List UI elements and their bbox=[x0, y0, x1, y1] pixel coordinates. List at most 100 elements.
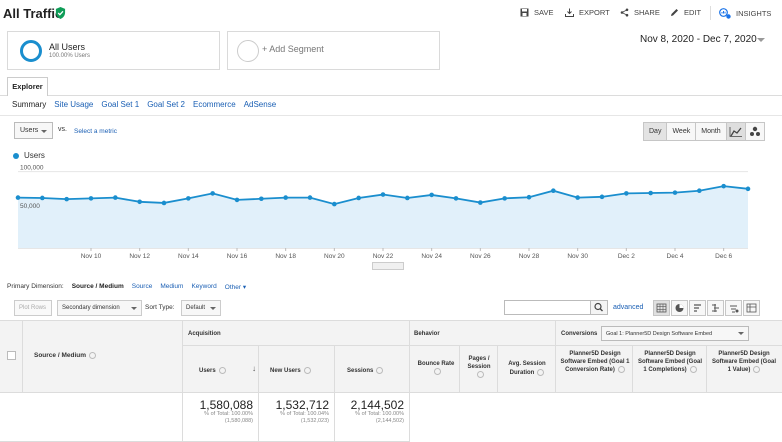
help-icon[interactable] bbox=[753, 366, 761, 373]
segment-all-users[interactable]: All Users 100.00% Users bbox=[7, 31, 220, 70]
term-cloud-view-button[interactable] bbox=[725, 300, 742, 316]
column-header-goal-completions[interactable]: Planner5D Design Software Embed (Goal 1 … bbox=[633, 346, 707, 393]
new-users-header-label: New Users bbox=[270, 367, 311, 374]
data-view-button[interactable] bbox=[653, 300, 670, 316]
dimension-other[interactable]: Other ▾ bbox=[224, 284, 247, 291]
table-search-input[interactable] bbox=[504, 300, 591, 315]
users-data-point bbox=[697, 188, 702, 194]
subtab-site-usage[interactable]: Site Usage bbox=[54, 100, 94, 109]
column-header-new-users[interactable]: New Users bbox=[259, 346, 335, 393]
users-data-point bbox=[259, 196, 264, 202]
chart-range-handle[interactable] bbox=[372, 262, 404, 270]
users-data-point bbox=[429, 192, 434, 198]
metric-select[interactable]: Users bbox=[14, 122, 53, 139]
share-button[interactable]: SHARE bbox=[620, 8, 660, 17]
subtab-summary[interactable]: Summary bbox=[12, 100, 47, 109]
users-line-chart: 100,000 50,000 Nov 10 Nov 12 Nov 14 Nov 16 Nov… bbox=[15, 165, 751, 260]
x-tick-label: Nov 28 bbox=[519, 253, 540, 260]
sessions-header-text: Sessions bbox=[347, 368, 374, 375]
period-day-button[interactable]: Day bbox=[643, 122, 668, 141]
help-icon[interactable] bbox=[537, 369, 545, 376]
vs-label: vs. bbox=[58, 126, 67, 133]
users-data-point bbox=[502, 196, 507, 201]
column-header-pages-session[interactable]: Pages / Session bbox=[460, 346, 498, 393]
dimension-medium[interactable]: Medium bbox=[160, 283, 184, 290]
insights-button[interactable]: INSIGHTS bbox=[719, 8, 771, 19]
help-icon[interactable] bbox=[218, 367, 226, 374]
help-icon[interactable] bbox=[376, 367, 384, 374]
help-icon[interactable] bbox=[617, 366, 625, 373]
checkbox-column-divider bbox=[22, 320, 23, 442]
secondary-dimension-select[interactable]: Secondary dimension bbox=[57, 300, 142, 316]
users-header-label: Users bbox=[199, 367, 226, 374]
save-button[interactable]: SAVE bbox=[520, 8, 553, 17]
primary-dimension-bar: Primary Dimension: Source / Medium Sourc… bbox=[7, 283, 246, 291]
percentage-view-button[interactable] bbox=[671, 300, 688, 316]
column-header-goal-value[interactable]: Planner5D Design Software Embed (Goal 1 … bbox=[707, 346, 782, 393]
export-button[interactable]: EXPORT bbox=[565, 8, 610, 17]
motion-chart-button[interactable] bbox=[745, 122, 765, 141]
chevron-down-icon bbox=[210, 307, 216, 310]
report-title: All Traffic bbox=[3, 6, 63, 21]
y-tick-label: 100,000 bbox=[20, 165, 44, 172]
sort-desc-icon[interactable]: ↓ bbox=[252, 364, 256, 373]
users-data-point bbox=[478, 200, 483, 205]
period-month-button[interactable]: Month bbox=[696, 122, 727, 141]
help-icon[interactable] bbox=[689, 366, 697, 373]
share-label: SHARE bbox=[634, 8, 660, 17]
advanced-filter-link[interactable]: advanced bbox=[613, 304, 644, 311]
column-header-avg-session-duration[interactable]: Avg. Session Duration bbox=[498, 346, 556, 393]
chevron-down-icon[interactable] bbox=[757, 38, 765, 42]
pivot-icon bbox=[746, 303, 757, 313]
dimension-source[interactable]: Source bbox=[131, 283, 153, 290]
users-data-point bbox=[137, 199, 142, 205]
help-icon[interactable] bbox=[89, 352, 97, 359]
search-button[interactable] bbox=[590, 300, 608, 315]
help-icon[interactable] bbox=[477, 371, 484, 378]
performance-view-button[interactable] bbox=[689, 300, 706, 316]
help-icon[interactable] bbox=[303, 367, 311, 374]
subtab-adsense[interactable]: AdSense bbox=[243, 100, 277, 109]
totals-users-cell: 1,580,088 % of Total: 100.00% (1,580,088) bbox=[183, 393, 259, 442]
column-header-users[interactable]: Users ↓ bbox=[183, 346, 259, 393]
sort-type-select[interactable]: Default bbox=[181, 300, 221, 316]
total-sessions-pct: % of Total: 100.00% bbox=[355, 411, 404, 417]
line-chart-button[interactable] bbox=[726, 122, 746, 141]
help-icon[interactable] bbox=[434, 368, 441, 375]
behavior-group-header: Behavior bbox=[410, 320, 556, 346]
users-data-point bbox=[113, 195, 118, 200]
column-header-bounce-rate[interactable]: Bounce Rate bbox=[410, 346, 460, 393]
subtab-goal-set-1[interactable]: Goal Set 1 bbox=[101, 100, 140, 109]
goal-select[interactable]: Goal 1: Planner5D Design Software Embed bbox=[601, 326, 749, 341]
pivot-view-button[interactable] bbox=[743, 300, 760, 316]
tab-explorer[interactable]: Explorer bbox=[7, 77, 48, 96]
subtab-goal-set-2[interactable]: Goal Set 2 bbox=[147, 100, 185, 109]
x-tick-label: Nov 14 bbox=[178, 253, 199, 260]
add-segment-button[interactable]: + Add Segment bbox=[227, 31, 440, 70]
select-all-checkbox[interactable] bbox=[7, 351, 16, 360]
metric-select-value: Users bbox=[20, 127, 39, 134]
users-data-point bbox=[210, 191, 215, 196]
comparison-view-button[interactable] bbox=[707, 300, 724, 316]
dimension-source-medium[interactable]: Source / Medium bbox=[71, 283, 124, 290]
date-range-picker[interactable]: Nov 8, 2020 - Dec 7, 2020 bbox=[640, 34, 757, 45]
users-data-point bbox=[405, 195, 410, 201]
plot-rows-button[interactable]: Plot Rows bbox=[14, 300, 52, 316]
bounce-rate-header-text: Bounce Rate bbox=[417, 361, 455, 367]
empty-segment-icon bbox=[237, 40, 259, 62]
subtab-ecommerce[interactable]: Ecommerce bbox=[193, 100, 236, 109]
users-header-text: Users bbox=[199, 368, 216, 375]
dimension-header: Source / Medium bbox=[34, 352, 97, 360]
dimension-keyword[interactable]: Keyword bbox=[191, 283, 217, 290]
total-new-users-percentage: % of Total: 100.04% (1,532,023) bbox=[280, 411, 329, 425]
conversions-group-header: Conversions Goal 1: Planner5D Design Sof… bbox=[556, 320, 782, 346]
edit-button[interactable]: EDIT bbox=[670, 8, 701, 17]
period-toggle: Day Week Month bbox=[643, 122, 727, 141]
dimension-header-label: Source / Medium bbox=[34, 352, 87, 360]
share-icon bbox=[620, 8, 629, 17]
chevron-down-icon bbox=[41, 130, 47, 133]
column-header-sessions[interactable]: Sessions bbox=[335, 346, 410, 393]
select-metric-link[interactable]: Select a metric bbox=[74, 128, 117, 135]
column-header-goal-conversion-rate[interactable]: Planner5D Design Software Embed (Goal 1 … bbox=[556, 346, 633, 393]
period-week-button[interactable]: Week bbox=[667, 122, 697, 141]
